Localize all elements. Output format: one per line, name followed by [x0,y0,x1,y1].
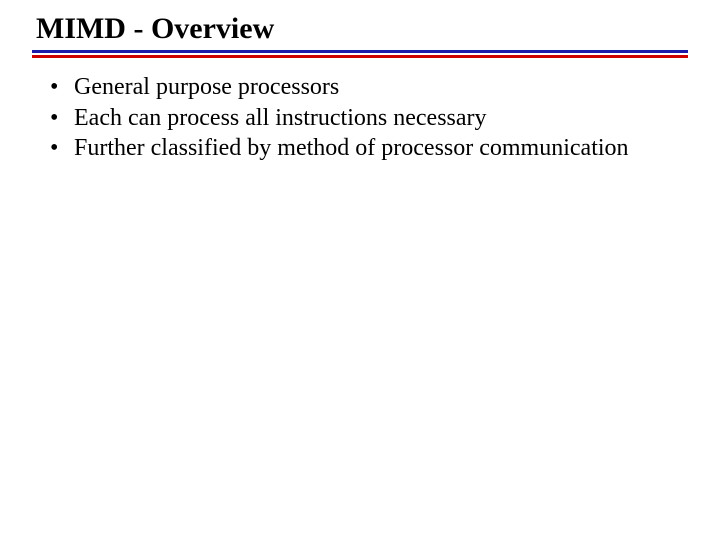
divider-red-line [32,55,688,58]
title-divider [32,50,688,58]
slide-title: MIMD - Overview [32,12,688,46]
bullet-item: Each can process all instructions necess… [50,103,688,134]
bullet-list: General purpose processors Each can proc… [32,72,688,164]
bullet-item: Further classified by method of processo… [50,133,688,164]
bullet-item: General purpose processors [50,72,688,103]
